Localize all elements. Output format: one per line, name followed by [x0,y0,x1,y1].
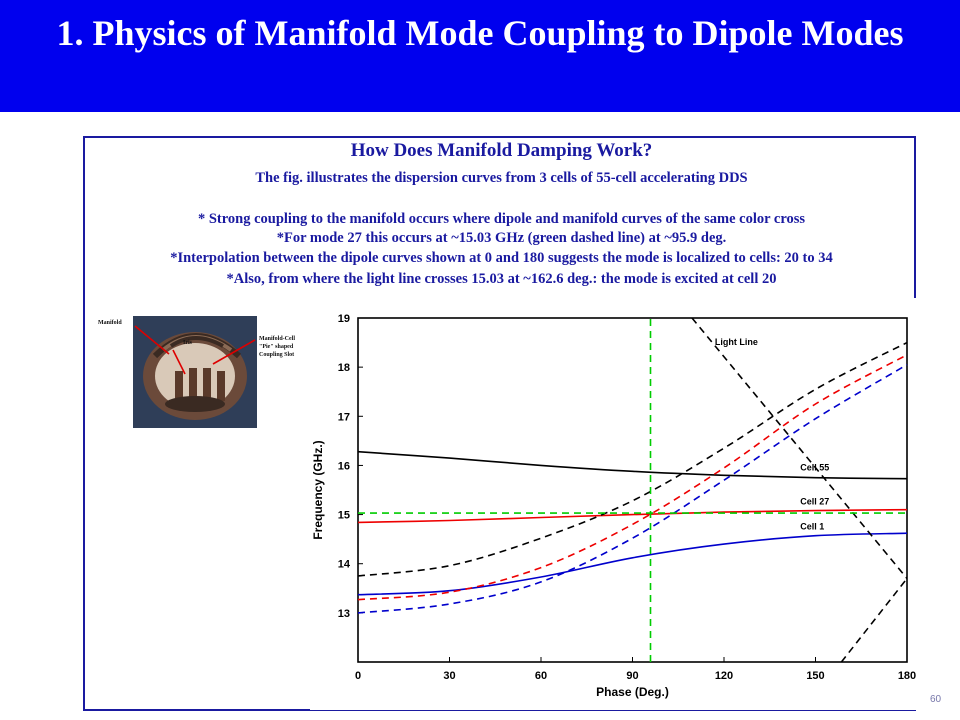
x-tick-label: 180 [898,670,916,682]
x-tick-label: 90 [626,670,638,682]
panel-line-3: *For mode 27 this occurs at ~15.03 GHz (… [276,230,727,246]
y-tick-label: 19 [338,313,350,325]
dispersion-chart: 0 30 60 90 120 150 180 13 14 15 16 17 18 19 Phase (Deg… [310,298,916,710]
series-label: Light Line [715,337,758,347]
series-cell-55 [357,450,908,480]
title-bar: 1. Physics of Manifold Mode Coupling to … [0,0,960,112]
page-number: 60 [930,694,942,705]
structure-diagram [133,316,257,428]
series-line-8 [840,578,908,663]
diagram-label-slot-3: Coupling Slot [259,352,295,358]
y-tick-label: 16 [338,460,350,472]
x-tick-label: 120 [715,670,733,682]
panel-line-5: *Also, from where the light line crosses… [226,271,777,287]
y-tick-label: 14 [338,559,351,571]
x-tick-label: 0 [355,670,361,682]
x-axis-label: Phase (Deg.) [596,685,669,699]
series-line-4 [357,341,908,577]
diagram-label-slot-2: "Pie" shaped [259,344,294,350]
y-axis-label: Frequency (GHz.) [311,440,325,539]
y-tick-label: 17 [338,411,350,423]
structure-diagram-drawing [134,325,256,420]
series-line-6 [357,364,908,614]
y-tick-label: 13 [338,608,350,620]
x-tick-label: 60 [535,670,547,682]
series-line-5 [357,354,908,601]
series-cell-27 [357,508,908,524]
series-light-line [691,317,908,580]
panel-line-4: *Interpolation between the dipole curves… [170,250,833,266]
diagram-label-manifold: Manifold [98,320,122,326]
diagram-label-slot-1: Manifold-Cell [259,336,295,342]
dispersion-chart-svg: 0 30 60 90 120 150 180 13 14 15 16 17 18 19 Phase (Deg… [311,313,916,699]
series-label: Cell 1 [800,521,824,531]
panel-line-2: * Strong coupling to the manifold occurs… [197,211,806,227]
slide-title: 1. Physics of Manifold Mode Coupling to … [56,13,904,53]
series-label: Cell 55 [800,462,829,472]
panel-heading: How Does Manifold Damping Work? [350,140,653,161]
series-label: Cell 27 [800,497,829,507]
series-cell-1 [357,532,908,596]
y-tick-label: 18 [338,362,350,374]
y-tick-label: 15 [338,510,350,522]
diagram-label-iris: Iris [183,340,192,346]
plot-frame [357,317,908,663]
panel-line-1: The fig. illustrates the dispersion curv… [255,170,748,186]
x-tick-label: 30 [443,670,455,682]
x-tick-label: 150 [806,670,824,682]
